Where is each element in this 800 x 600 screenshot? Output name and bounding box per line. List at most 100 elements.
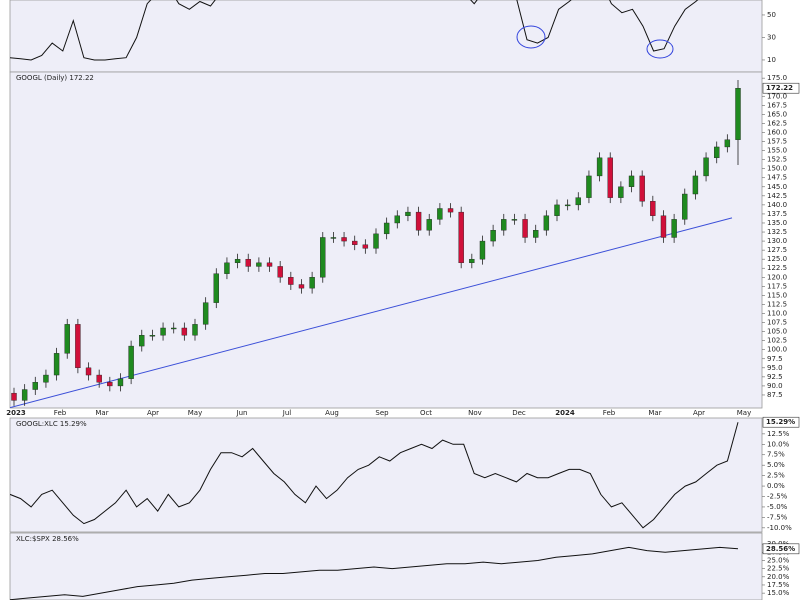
y-tick-label: -2.5%: [767, 493, 788, 501]
candle-body: [192, 324, 198, 336]
panel: [9, 417, 763, 533]
y-tick-label: 155.0: [767, 147, 787, 155]
candle-body: [533, 230, 539, 238]
candle-body: [277, 266, 283, 278]
candle-body: [554, 204, 560, 216]
y-tick-label: 115.0: [767, 291, 787, 299]
candle-body: [405, 211, 411, 216]
candle-body: [234, 258, 241, 264]
y-tick-label: 107.5: [767, 319, 787, 327]
y-tick-label: 170.0: [767, 92, 787, 100]
candle-body: [735, 88, 741, 140]
x-tick-label: Apr: [147, 409, 159, 417]
candle-body: [320, 237, 326, 278]
y-tick-label: 142.5: [767, 192, 787, 200]
candle-body: [202, 302, 209, 325]
panel: [9, 532, 763, 600]
y-tick-label: 147.5: [767, 174, 787, 182]
candle-body: [586, 175, 592, 198]
y-tick-label: 160.0: [767, 128, 787, 136]
candle-body: [53, 353, 60, 376]
last-value-label: 15.29%: [766, 418, 795, 426]
y-tick-label: -5.0%: [767, 503, 788, 511]
candle-body: [107, 382, 113, 387]
y-tick-label: 110.0: [767, 310, 787, 318]
candle-body: [511, 219, 518, 221]
candle-body: [309, 277, 315, 289]
candle-body: [692, 175, 699, 195]
y-tick-label: 30: [767, 33, 776, 41]
y-tick-label: 100.0: [767, 346, 787, 354]
panel-title: XLC:$SPX 28.56%: [16, 535, 79, 543]
y-tick-label: 117.5: [767, 282, 787, 290]
y-tick-label: 140.0: [767, 201, 787, 209]
x-tick-label: 2024: [555, 409, 575, 417]
candle-body: [724, 139, 731, 148]
x-tick-label: May: [188, 409, 202, 417]
x-tick-label: Jun: [236, 409, 248, 417]
x-tick-label: Aug: [325, 409, 339, 417]
candle-body: [639, 175, 645, 202]
candle-body: [479, 240, 486, 260]
candle-body: [224, 262, 230, 274]
y-tick-label: 105.0: [767, 328, 787, 336]
candle-body: [607, 157, 613, 198]
candle-body: [415, 211, 422, 231]
x-tick-label: 2023: [6, 409, 26, 417]
y-tick-label: 10: [767, 56, 776, 64]
candle-body: [181, 327, 188, 336]
y-tick-label: 25.0%: [767, 556, 790, 564]
candle-body: [128, 345, 134, 379]
candle-body: [628, 175, 635, 187]
y-tick-label: 167.5: [767, 101, 787, 109]
candle-body: [32, 382, 38, 390]
y-tick-label: 10.0%: [767, 440, 790, 448]
candle-body: [75, 324, 81, 369]
candle-body: [298, 284, 305, 289]
y-tick-label: 122.5: [767, 264, 787, 272]
candle-body: [43, 374, 49, 383]
panel-title: GOOGL (Daily) 172.22: [16, 74, 94, 82]
candle-body: [288, 277, 294, 285]
x-tick-label: Dec: [512, 409, 526, 417]
candle-body: [618, 186, 624, 198]
line: [10, 546, 739, 600]
last-price-box: [762, 82, 800, 94]
candle-body: [596, 157, 603, 177]
last-value-box: [762, 543, 800, 555]
y-tick-label: 50: [767, 11, 776, 19]
plot: [10, 422, 739, 529]
candle-body: [21, 389, 28, 401]
y-tick-label: -7.5%: [767, 513, 788, 521]
x-tick-label: Mar: [95, 409, 108, 417]
candle-body: [373, 233, 379, 249]
y-tick-label: 132.5: [767, 228, 787, 236]
x-tick-label: Feb: [603, 409, 616, 417]
candle-body: [543, 215, 550, 231]
x-tick-label: Jul: [282, 409, 292, 417]
y-tick-label: 5.0%: [767, 461, 785, 469]
y-tick-label: 0.0%: [767, 482, 785, 490]
last-value-label: 28.56%: [766, 545, 795, 553]
last-price-label: 172.22: [766, 84, 793, 92]
candle-body: [352, 240, 358, 245]
y-tick-label: 7.5%: [767, 451, 785, 459]
candle-body: [671, 219, 677, 238]
y-tick-label: 152.5: [767, 156, 787, 164]
y-tick-label: 17.5%: [767, 581, 790, 589]
candle-body: [522, 219, 528, 238]
y-tick-label: 125.0: [767, 255, 787, 263]
y-tick-label: 97.5: [767, 355, 783, 363]
candle-body: [660, 215, 667, 238]
y-tick-label: 135.0: [767, 219, 787, 227]
y-tick-label: 92.5: [767, 373, 783, 381]
candle-body: [11, 392, 17, 401]
candle-body: [714, 146, 720, 159]
candle-body: [575, 197, 581, 206]
candle-body: [341, 237, 347, 242]
x-tick-label: Oct: [420, 409, 432, 417]
plot: [10, 0, 699, 61]
plot: [10, 79, 741, 408]
y-tick-label: 127.5: [767, 246, 787, 254]
